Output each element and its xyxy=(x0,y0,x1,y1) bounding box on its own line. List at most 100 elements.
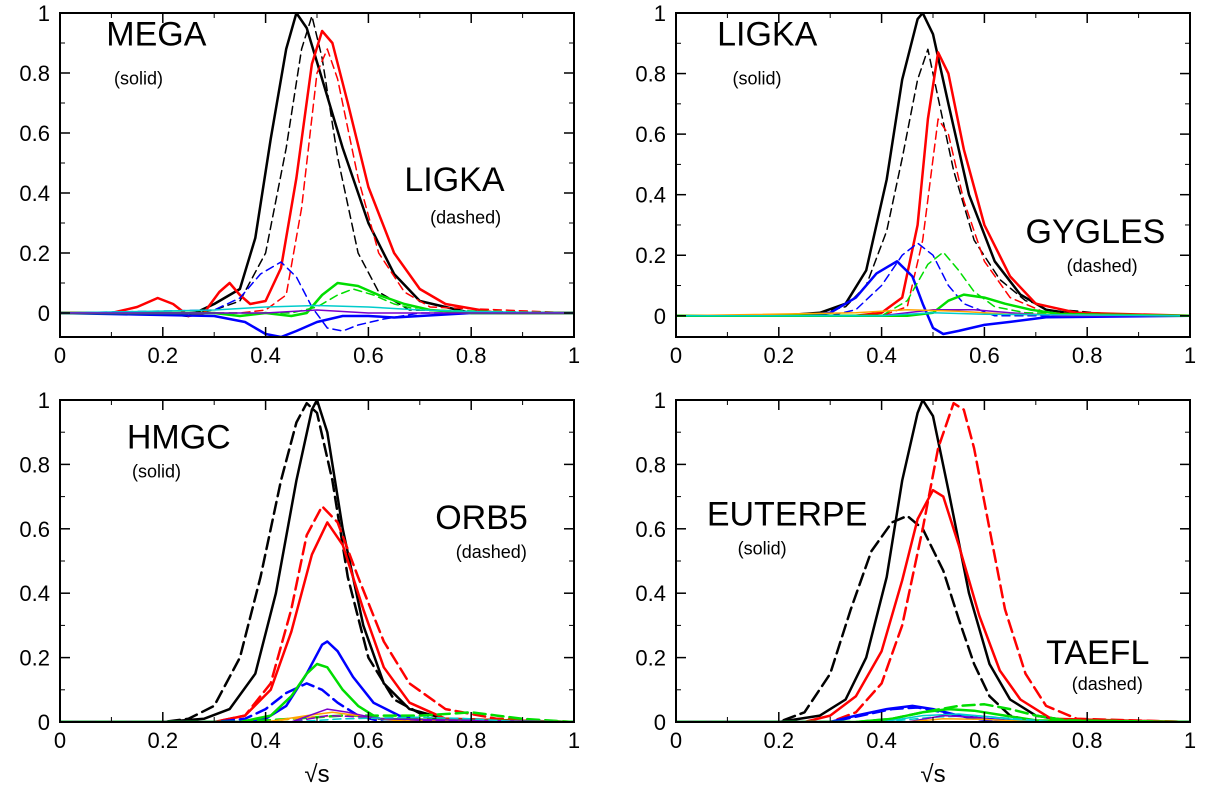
x-tick-label: 1 xyxy=(568,343,580,368)
y-tick-label: 0.6 xyxy=(635,122,666,147)
y-tick-label: 0.2 xyxy=(635,646,666,671)
x-axis-label: √s xyxy=(920,761,945,788)
x-tick-label: 0.6 xyxy=(969,343,1000,368)
series-line-7 xyxy=(60,662,574,722)
series-group xyxy=(676,13,1190,336)
series-line-3 xyxy=(676,488,1190,722)
y-tick-label: 0.4 xyxy=(19,581,50,606)
x-tick-label: 0.2 xyxy=(764,343,795,368)
code-label: MEGA xyxy=(106,15,206,53)
series-line-5 xyxy=(60,311,574,337)
series-line-4 xyxy=(676,401,1190,722)
series-line-3 xyxy=(60,29,574,318)
x-tick-label: 0.8 xyxy=(1072,728,1103,753)
series-line-5 xyxy=(676,260,1190,336)
x-tick-label: 0.8 xyxy=(1072,343,1103,368)
axes-frame xyxy=(675,12,1191,338)
x-tick-label: 1 xyxy=(568,728,580,753)
series-line-2 xyxy=(60,401,574,722)
x-tick-label: 0 xyxy=(54,728,66,753)
x-tick-label: 1 xyxy=(1184,343,1196,368)
series-group xyxy=(60,400,574,722)
x-tick-label: 0.8 xyxy=(456,343,487,368)
y-tick-label: 1 xyxy=(654,388,666,413)
line-style-label: (dashed) xyxy=(456,542,527,562)
series-line-11 xyxy=(676,312,1190,317)
series-line-2 xyxy=(676,514,1190,722)
series-group xyxy=(676,400,1190,722)
code-label: LIGKA xyxy=(404,161,504,199)
y-tick-label: 0.2 xyxy=(635,243,666,268)
code-label: LIGKA xyxy=(717,15,817,53)
y-tick-label: 0.2 xyxy=(19,241,50,266)
y-tick-label: 0.4 xyxy=(635,581,666,606)
y-tick-label: 0 xyxy=(38,710,50,735)
series-line-4 xyxy=(60,505,574,722)
series-group xyxy=(60,13,574,337)
y-tick-label: 0 xyxy=(38,301,50,326)
y-tick-label: 0.6 xyxy=(19,121,50,146)
y-tick-label: 0 xyxy=(654,304,666,329)
series-line-12 xyxy=(676,718,1190,722)
x-tick-label: 0.6 xyxy=(969,728,1000,753)
y-tick-label: 0 xyxy=(654,710,666,735)
y-tick-label: 1 xyxy=(654,1,666,26)
x-tick-label: 0.4 xyxy=(866,728,897,753)
series-line-1 xyxy=(60,13,574,318)
series-line-12 xyxy=(60,714,574,722)
y-tick-label: 0.8 xyxy=(635,62,666,87)
x-tick-label: 0 xyxy=(670,728,682,753)
x-tick-label: 0.4 xyxy=(250,728,281,753)
x-tick-label: 0.6 xyxy=(353,343,384,368)
x-tick-label: 0.8 xyxy=(456,728,487,753)
series-line-4 xyxy=(60,48,574,314)
series-line-6 xyxy=(676,242,1190,317)
y-tick-label: 0.4 xyxy=(19,181,50,206)
line-style-label: (dashed) xyxy=(1072,674,1143,694)
series-line-1 xyxy=(60,400,574,722)
series-line-5 xyxy=(60,640,574,722)
x-tick-label: 1 xyxy=(1184,728,1196,753)
panel-1: 0 0.2 0.4 0.6 0.8 1 0 0.2 0.4 0.6 0.8 1 MEGA (solid) L… xyxy=(19,1,580,368)
series-line-8 xyxy=(60,711,574,722)
panel-4: 0 0.2 0.4 0.6 0.8 1 0 0.2 0.4 0.6 0.8 1 EUTERPE (soli… xyxy=(635,388,1196,788)
x-tick-label: 0.2 xyxy=(148,343,179,368)
y-tick-label: 1 xyxy=(38,1,50,26)
code-label: HMGC xyxy=(127,418,231,456)
series-line-8 xyxy=(676,703,1190,722)
line-style-label: (solid) xyxy=(132,461,181,481)
series-line-9 xyxy=(676,713,1190,722)
y-tick-label: 0.8 xyxy=(19,452,50,477)
y-tick-label: 0.8 xyxy=(19,61,50,86)
code-label: ORB5 xyxy=(435,499,528,537)
line-style-label: (solid) xyxy=(733,68,782,88)
x-tick-label: 0.2 xyxy=(764,728,795,753)
line-style-label: (dashed) xyxy=(1067,256,1138,276)
line-style-label: (dashed) xyxy=(430,208,501,228)
y-tick-label: 0.2 xyxy=(19,646,50,671)
line-style-label: (solid) xyxy=(114,68,163,88)
code-label: GYGLES xyxy=(1026,213,1166,251)
x-axis-label: √s xyxy=(304,761,329,788)
y-tick-label: 1 xyxy=(38,388,50,413)
x-tick-label: 0 xyxy=(54,343,66,368)
series-line-1 xyxy=(676,400,1190,722)
series-line-8 xyxy=(676,251,1190,317)
x-tick-label: 0.4 xyxy=(250,343,281,368)
series-line-11 xyxy=(676,714,1190,722)
series-line-9 xyxy=(60,711,574,722)
panel-2: 0 0.2 0.4 0.6 0.8 1 0 0.2 0.4 0.6 0.8 1 LIGKA (solid)… xyxy=(635,1,1196,368)
y-tick-label: 0.6 xyxy=(635,517,666,542)
series-line-10 xyxy=(60,309,574,314)
series-line-1 xyxy=(676,13,1190,318)
x-tick-label: 0.6 xyxy=(353,728,384,753)
series-line-9 xyxy=(60,304,574,314)
series-line-6 xyxy=(60,261,574,332)
y-tick-label: 0.6 xyxy=(19,517,50,542)
x-tick-label: 0.2 xyxy=(148,728,179,753)
panel-3: 0 0.2 0.4 0.6 0.8 1 0 0.2 0.4 0.6 0.8 1 HMGC (solid) O… xyxy=(19,388,580,788)
series-line-7 xyxy=(60,281,574,318)
y-tick-label: 0.8 xyxy=(635,452,666,477)
series-line-10 xyxy=(676,714,1190,722)
code-label: EUTERPE xyxy=(707,496,868,534)
